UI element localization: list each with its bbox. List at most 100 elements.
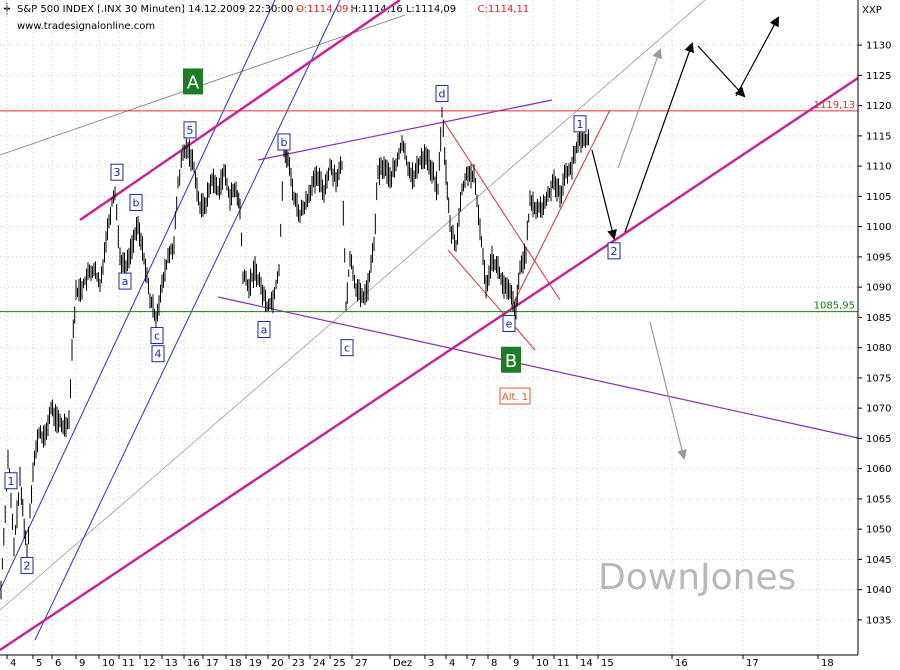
wave-label: 2 (24, 559, 31, 572)
x-tick-label: 9 (513, 658, 519, 669)
y-tick-label: 1130 (866, 41, 891, 52)
x-tick-label: Dez (393, 658, 412, 669)
price-bars (0, 107, 589, 600)
ohlc-readout: O:1114,09 H:1114,16 L:1114,09 C:1114,11 (296, 4, 529, 15)
x-tick-label: 9 (79, 658, 85, 669)
x-tick-label: 24 (313, 658, 326, 669)
y-tick-label: 1090 (866, 283, 891, 294)
x-tick-label: 14 (580, 658, 593, 669)
x-tick-label: 17 (206, 658, 219, 669)
chart-header: ┿ S&P 500 INDEX [.INX 30 Minuten] 14.12.… (3, 2, 529, 32)
wave-label-box (502, 314, 516, 332)
forecast-arrow (697, 45, 746, 98)
x-tick-label: 8 (491, 658, 497, 669)
wave-label: 3 (114, 166, 121, 179)
wave-label-box (129, 193, 143, 211)
wave-label-box (340, 339, 354, 357)
level-label: 1119,13 (814, 100, 855, 111)
trendline (442, 119, 561, 301)
trendlines (0, 0, 859, 651)
wave-label: 1 (8, 475, 15, 488)
x-tick-label: 19 (249, 658, 262, 669)
ohlc-value: C:1114,11 (478, 4, 530, 15)
wave-label: a (261, 324, 268, 337)
x-tick-label: 5 (36, 658, 42, 669)
wave-label: 5 (187, 124, 194, 137)
wave-label-box (573, 115, 587, 133)
y-tick-label: 1065 (866, 434, 891, 445)
level-label: 1085,95 (814, 301, 855, 312)
x-tick-label: 12 (143, 658, 156, 669)
major-wave-box (183, 68, 203, 95)
y-tick-label: 1120 (866, 101, 891, 112)
alt-label: Alt. 1 (502, 392, 528, 403)
forecast-arrow (617, 48, 663, 169)
x-tick-label: 23 (292, 658, 305, 669)
y-tick-label: 1070 (866, 404, 891, 415)
x-tick-label: 25 (333, 658, 346, 669)
y-tick-label: 1115 (866, 131, 891, 142)
x-tick-label: 11 (557, 658, 570, 669)
wave-label: 4 (155, 348, 162, 361)
y-tick-label: 1100 (866, 222, 891, 233)
x-tick-label: 18 (821, 658, 834, 669)
x-tick-label: 10 (536, 658, 549, 669)
major-wave-box (501, 346, 521, 373)
wave-label-box (277, 133, 291, 151)
ohlc-value: O:1114,09 (296, 4, 348, 15)
wave-label-box (151, 345, 165, 363)
y-tick-label: 1040 (866, 585, 891, 596)
wave-label: b (133, 196, 140, 209)
y-tick-label: 1080 (866, 343, 891, 354)
wave-label-box (607, 242, 621, 260)
x-tick-label: 16 (675, 658, 688, 669)
forecast-arrows (591, 16, 779, 460)
x-tick-label: 15 (601, 658, 614, 669)
wave-label: d (439, 88, 446, 101)
trendline (0, 77, 859, 651)
website-label: www.tradesignalonline.com (17, 21, 155, 32)
trendline (0, 0, 276, 591)
trendline (79, 0, 401, 221)
wave-label: a (122, 275, 129, 288)
x-tick-label: 17 (746, 658, 759, 669)
y-tick-label: 1110 (866, 162, 891, 173)
major-wave-label: B (505, 351, 517, 372)
wave-label-box (435, 85, 449, 103)
y-tick-label: 1060 (866, 464, 891, 475)
wave-label: e (506, 317, 513, 330)
x-tick-label: 27 (355, 658, 368, 669)
y-tick-label: 1050 (866, 525, 891, 536)
major-wave-label: A (187, 72, 200, 93)
alt-label-box (499, 387, 531, 405)
wave-label: c (344, 342, 350, 355)
wave-label-box (183, 121, 197, 139)
wave-label-box (118, 272, 132, 290)
x-tick-label: 7 (470, 658, 476, 669)
x-tick-label: 11 (122, 658, 135, 669)
y-tick-label: 1045 (866, 555, 891, 566)
y-tick-label: 1105 (866, 192, 891, 203)
trendline (217, 296, 859, 439)
y-tick-label: 1075 (866, 373, 891, 384)
forecast-arrow (591, 149, 617, 240)
wave-label-box (257, 321, 271, 338)
x-tick-label: 18 (229, 658, 242, 669)
y-tick-label: 1095 (866, 252, 891, 263)
ohlc-value: H:1114,16 L:1114,09 (350, 4, 456, 15)
wave-label-box (110, 163, 124, 181)
x-tick-label: 13 (165, 658, 178, 669)
horizontal-levels: 1119,13 1085,95 (0, 100, 858, 313)
y-tick-label: 1055 (866, 494, 891, 505)
trendline (0, 0, 706, 611)
chart-title-symbol: S&P 500 INDEX [.INX 30 Minuten] 14.12.20… (17, 4, 301, 15)
y-axis-title: XXP (862, 5, 882, 16)
trendline (34, 0, 341, 641)
trendline (509, 109, 611, 311)
y-tick-label: 1125 (866, 71, 891, 82)
wave-label: 1 (577, 118, 584, 131)
wave-label: c (154, 330, 160, 343)
x-tick-label: 16 (187, 658, 200, 669)
